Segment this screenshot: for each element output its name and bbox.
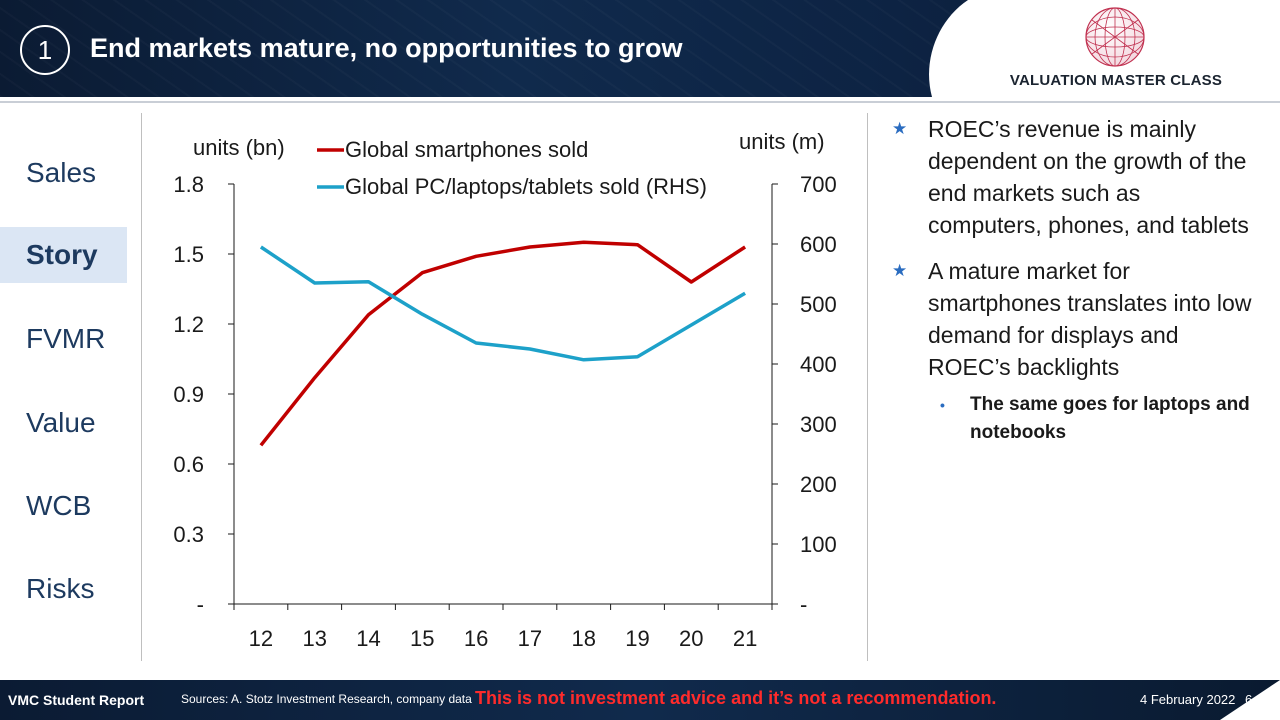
legend-label: Global smartphones sold: [345, 137, 588, 162]
bullet-list: ★ ROEC’s revenue is mainly dependent on …: [890, 113, 1260, 447]
bullet-item: ★ ROEC’s revenue is mainly dependent on …: [890, 113, 1260, 241]
sidebar-item-wcb[interactable]: WCB: [0, 478, 127, 534]
right-tick-label: 500: [800, 292, 837, 317]
left-axis-title: units (bn): [193, 135, 285, 160]
sidebar-item-fvmr[interactable]: FVMR: [0, 311, 127, 367]
chart-left-divider: [141, 113, 142, 661]
right-tick-label: 300: [800, 412, 837, 437]
x-tick-label: 14: [356, 626, 380, 651]
footer-date: 4 February 2022: [1140, 692, 1236, 707]
x-tick-label: 13: [302, 626, 326, 651]
sidebar-item-label: Value: [26, 407, 96, 438]
left-tick-label: 1.2: [173, 312, 204, 337]
series-line-pc-laptops-tablets: [259, 245, 746, 362]
bullet-text: ROEC’s revenue is mainly dependent on th…: [928, 116, 1249, 238]
x-tick-label: 12: [249, 626, 273, 651]
legend-label: Global PC/laptops/tablets sold (RHS): [345, 174, 707, 199]
sub-bullet-item: • The same goes for laptops and notebook…: [890, 391, 1260, 447]
x-tick-label: 17: [518, 626, 542, 651]
x-tick-label: 19: [625, 626, 649, 651]
right-tick-label: 400: [800, 352, 837, 377]
x-tick-label: 15: [410, 626, 434, 651]
left-tick-label: 0.6: [173, 452, 204, 477]
sub-bullet-text: The same goes for laptops and notebooks: [970, 394, 1250, 443]
series-line-smartphones: [259, 240, 747, 447]
chart-right-divider: [867, 113, 868, 661]
x-tick-label: 18: [571, 626, 595, 651]
right-tick-label: 700: [800, 172, 837, 197]
x-tick-label: 21: [733, 626, 757, 651]
x-tick-label: 20: [679, 626, 703, 651]
right-axis-title: units (m): [739, 129, 825, 154]
section-number-badge: 1: [20, 25, 70, 75]
footer-page-number: 6: [1245, 692, 1253, 707]
sidebar-item-label: WCB: [26, 490, 92, 521]
sidebar-item-risks[interactable]: Risks: [0, 561, 127, 617]
sidebar-item-label: Story: [26, 239, 98, 270]
sidebar-item-story[interactable]: Story: [0, 227, 127, 283]
left-tick-label: -: [197, 592, 204, 617]
left-tick-label: 1.5: [173, 242, 204, 267]
right-tick-label: 200: [800, 472, 837, 497]
bullet-item: ★ A mature market for smartphones transl…: [890, 255, 1260, 383]
header-divider: [0, 101, 1280, 103]
line-chart: - 0.3 0.6 0.9 1.2 1.5 1.8 - 100 200 300 400 500 600 70…: [173, 129, 837, 651]
footer-disclaimer: This is not investment advice and it’s n…: [475, 688, 997, 708]
right-tick-label: 100: [800, 532, 837, 557]
sidebar-item-label: Risks: [26, 573, 95, 604]
x-tick-label: 16: [464, 626, 488, 651]
section-number: 1: [37, 34, 53, 65]
star-bullet-icon: ★: [892, 119, 908, 138]
sidebar-item-label: FVMR: [26, 323, 106, 354]
dot-bullet-icon: •: [940, 397, 945, 413]
left-tick-label: 1.8: [173, 172, 204, 197]
sidebar-item-value[interactable]: Value: [0, 395, 127, 451]
brand-name: VALUATION MASTER CLASS: [1009, 72, 1223, 89]
star-bullet-icon: ★: [892, 261, 908, 280]
right-tick-label: 600: [800, 232, 837, 257]
left-tick-label: 0.3: [173, 522, 204, 547]
globe-logo-icon: [1085, 7, 1145, 67]
sidebar-item-label: Sales: [26, 157, 97, 188]
footer-sources: Sources: A. Stotz Investment Research, c…: [181, 692, 472, 706]
sidebar-item-sales[interactable]: Sales: [0, 145, 127, 201]
footer-bar: VMC Student Report Sources: A. Stotz Inv…: [0, 680, 1280, 720]
footer-report-name: VMC Student Report: [8, 692, 145, 708]
page-title: End markets mature, no opportunities to …: [90, 33, 683, 63]
right-tick-label: -: [800, 592, 807, 617]
bullet-text: A mature market for smartphones translat…: [928, 258, 1252, 380]
left-tick-label: 0.9: [173, 382, 204, 407]
